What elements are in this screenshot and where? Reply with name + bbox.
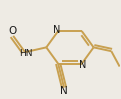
Text: O: O — [8, 26, 16, 36]
Text: HN: HN — [19, 49, 33, 58]
Text: N: N — [60, 86, 68, 96]
Text: N: N — [53, 25, 61, 35]
Text: N: N — [79, 60, 87, 70]
